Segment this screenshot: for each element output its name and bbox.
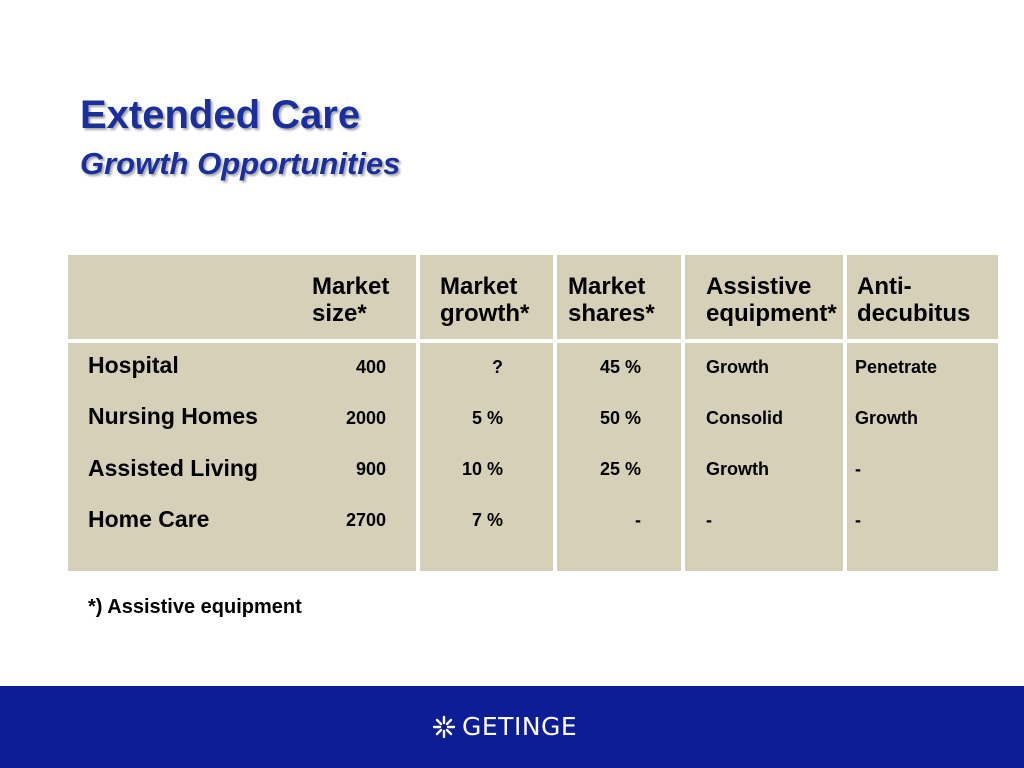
row-label: Nursing Homes	[88, 403, 258, 429]
cell-market-size: 400	[355, 357, 386, 377]
cell-anti-decubitus: -	[855, 459, 861, 479]
cell-market-size: 2000	[345, 408, 386, 428]
header-market-size: Market size*	[312, 273, 389, 327]
cell-assistive: -	[706, 510, 712, 530]
cell-market-growth: ?	[492, 357, 503, 377]
row-label: Home Care	[88, 506, 210, 532]
header-line: size*	[312, 300, 367, 327]
header-line: equipment*	[706, 300, 837, 327]
cell-market-growth: 10 %	[461, 459, 503, 479]
cell-market-shares: 25 %	[599, 459, 641, 479]
cell-market-size: 2700	[345, 510, 386, 530]
header-assistive-equipment: Assistive equipment*	[706, 273, 846, 327]
header-cell-shares	[557, 255, 681, 339]
cell-anti-decubitus: Penetrate	[855, 357, 938, 377]
header-line: Market	[312, 273, 390, 300]
body-cell-shares	[557, 343, 681, 571]
getinge-logo: GETINGE	[432, 712, 577, 742]
header-anti-decubitus: Anti- decubitus	[857, 273, 970, 327]
header-market-growth: Market growth*	[440, 273, 529, 327]
body-cell-label	[68, 343, 416, 571]
header-line: growth*	[440, 300, 530, 327]
row-label: Hospital	[88, 352, 179, 378]
header-line: shares*	[568, 300, 655, 327]
footnote: *) Assistive equipment	[88, 596, 302, 618]
header-line: Market	[568, 273, 646, 300]
cell-market-size: 900	[355, 459, 386, 479]
header-line: Assistive	[706, 273, 812, 300]
header-cell-assistive	[685, 255, 843, 339]
row-label: Assisted Living	[88, 455, 258, 481]
cell-anti-decubitus: Growth	[855, 408, 918, 428]
cell-assistive: Consolid	[706, 408, 783, 428]
cell-anti-decubitus: -	[855, 510, 861, 530]
header-cell-label	[68, 255, 416, 339]
body-cell-growth	[420, 343, 553, 571]
cell-assistive: Growth	[706, 459, 769, 479]
footer-bar	[0, 686, 1024, 768]
body-cell-anti	[847, 343, 998, 571]
cell-market-shares: 50 %	[599, 408, 641, 428]
header-cell-anti	[847, 255, 998, 339]
header-line: Anti-	[857, 273, 912, 300]
cell-market-shares: 45 %	[599, 357, 641, 377]
header-line: Market	[440, 273, 518, 300]
header-line: decubitus	[857, 300, 971, 327]
getinge-asterisk-icon	[432, 715, 456, 739]
cell-market-shares: -	[635, 510, 641, 530]
header-market-shares: Market shares*	[568, 273, 655, 327]
cell-market-growth: 5 %	[471, 408, 503, 428]
header-cell-growth	[420, 255, 553, 339]
slide-subtitle: Growth Opportunities	[80, 146, 401, 181]
cell-assistive: Growth	[706, 357, 769, 377]
brand-name: GETINGE	[462, 712, 578, 741]
body-cell-assistive	[685, 343, 843, 571]
slide-title: Extended Care	[80, 93, 361, 137]
cell-market-growth: 7 %	[471, 510, 503, 530]
